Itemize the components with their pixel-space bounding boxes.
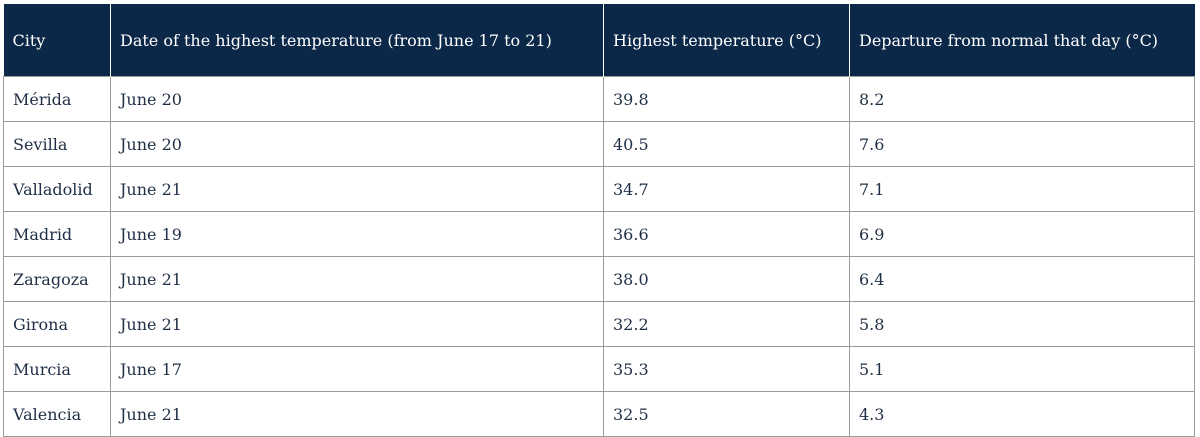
table-cell: June 21 xyxy=(110,256,604,302)
table-row: Mérida June 20 39.8 8.2 xyxy=(3,76,1195,122)
table-cell: 34.7 xyxy=(603,166,850,212)
table-row: Sevilla June 20 40.5 7.6 xyxy=(3,121,1195,167)
table-cell: June 21 xyxy=(110,166,604,212)
table-cell: 40.5 xyxy=(603,121,850,167)
header-row: City Date of the highest temperature (fro… xyxy=(3,4,1195,77)
table-cell: 39.8 xyxy=(603,76,850,122)
table-cell: Madrid xyxy=(3,211,111,257)
table-row: Madrid June 19 36.6 6.9 xyxy=(3,211,1195,257)
table-row: Zaragoza June 21 38.0 6.4 xyxy=(3,256,1195,302)
table-row: Girona June 21 32.2 5.8 xyxy=(3,301,1195,347)
table-cell: 8.2 xyxy=(849,76,1195,122)
table-cell: 5.1 xyxy=(849,346,1195,392)
table-cell: Zaragoza xyxy=(3,256,111,302)
header-cell: Highest temperature (°C) xyxy=(603,4,850,77)
table-cell: 35.3 xyxy=(603,346,850,392)
table-cell: 4.3 xyxy=(849,391,1195,437)
table-row: Valladolid June 21 34.7 7.1 xyxy=(3,166,1195,212)
table-cell: 38.0 xyxy=(603,256,850,302)
table-cell: 32.2 xyxy=(603,301,850,347)
table-cell: 7.1 xyxy=(849,166,1195,212)
table-cell: Valencia xyxy=(3,391,111,437)
table-cell: June 19 xyxy=(110,211,604,257)
table-cell: Sevilla xyxy=(3,121,111,167)
table-body: Mérida June 20 39.8 8.2 Sevilla June 20 40.5 7.… xyxy=(3,76,1195,437)
table-cell: Girona xyxy=(3,301,111,347)
table-cell: 6.9 xyxy=(849,211,1195,257)
header-cell: Departure from normal that day (°C) xyxy=(849,4,1195,77)
table-cell: 32.5 xyxy=(603,391,850,437)
table-cell: 6.4 xyxy=(849,256,1195,302)
table-header: City Date of the highest temperature (fro… xyxy=(3,4,1195,77)
table-cell: 36.6 xyxy=(603,211,850,257)
table-cell: 7.6 xyxy=(849,121,1195,167)
table-row: Murcia June 17 35.3 5.1 xyxy=(3,346,1195,392)
header-cell: Date of the highest temperature (from Ju… xyxy=(110,4,604,77)
table-cell: June 20 xyxy=(110,121,604,167)
data-table: City Date of the highest temperature (fro… xyxy=(3,4,1195,437)
table-cell: June 21 xyxy=(110,301,604,347)
table-cell: Murcia xyxy=(3,346,111,392)
table-cell: June 20 xyxy=(110,76,604,122)
table-cell: Valladolid xyxy=(3,166,111,212)
table-cell: June 21 xyxy=(110,391,604,437)
table-row: Valencia June 21 32.5 4.3 xyxy=(3,391,1195,437)
table-cell: June 17 xyxy=(110,346,604,392)
header-cell: City xyxy=(3,4,111,77)
table-cell: 5.8 xyxy=(849,301,1195,347)
table-cell: Mérida xyxy=(3,76,111,122)
